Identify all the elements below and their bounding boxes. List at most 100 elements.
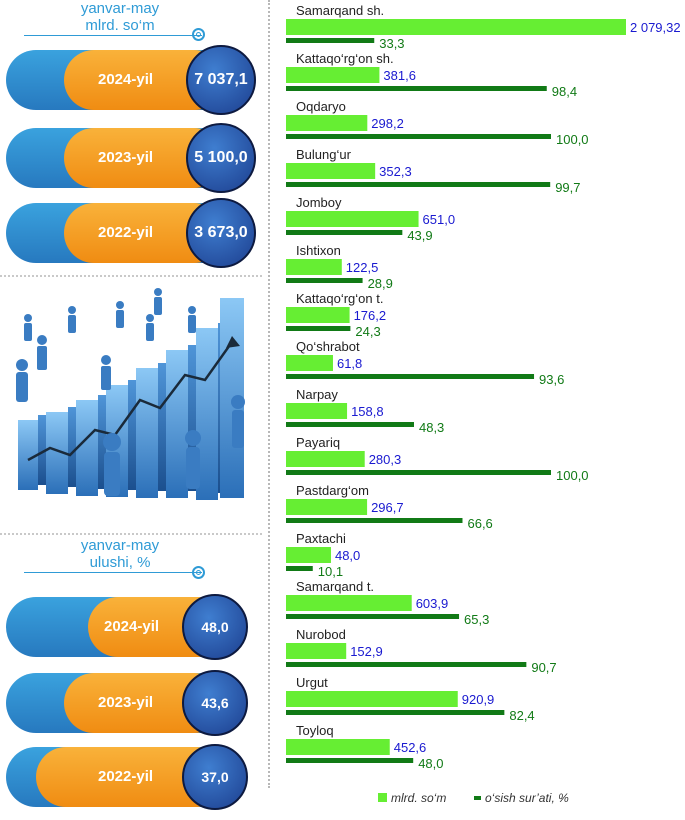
bar-growth — [286, 182, 551, 187]
bar-mlrd — [286, 403, 348, 419]
bar-mlrd — [286, 739, 390, 755]
bar-growth-label: 10,1 — [318, 564, 343, 579]
bar-growth — [286, 134, 551, 139]
business-people — [16, 288, 245, 496]
bar-mlrd — [286, 547, 331, 563]
bar-mlrd-label: 296,7 — [371, 500, 404, 515]
bar-growth — [286, 614, 460, 619]
bar-mlrd-label: 352,3 — [379, 164, 412, 179]
bar-growth-label: 100,0 — [556, 132, 589, 147]
target-icon — [192, 566, 205, 579]
legend-label-growth: o‘sish sur’ati, % — [485, 791, 569, 805]
category-label: Kattaqo‘rg‘on t. — [296, 291, 383, 306]
category-label: Samarqand t. — [296, 579, 374, 594]
bar-mlrd — [286, 595, 412, 611]
bottom-header: yanvar-may ulushi, % — [20, 537, 220, 571]
bar-mlrd-label: 381,6 — [383, 68, 416, 83]
bar-growth — [286, 374, 535, 379]
year-label: 2023-yil — [98, 149, 154, 166]
vertical-divider — [268, 0, 270, 788]
bar-mlrd-label: 603,9 — [416, 596, 449, 611]
bar-growth — [286, 518, 463, 523]
bar-mlrd-label: 651,0 — [423, 212, 456, 227]
bar-growth — [286, 230, 403, 235]
category-label: Toyloq — [296, 723, 334, 738]
category-label: Narpay — [296, 387, 338, 402]
bar-growth-label: 98,4 — [552, 84, 577, 99]
bar-growth — [286, 326, 351, 331]
top-row-2023: 2023-yil 5 100,0 — [6, 123, 262, 193]
bar-growth-label: 66,6 — [467, 516, 492, 531]
bar-mlrd — [286, 19, 626, 35]
bar-mlrd-label: 152,9 — [350, 644, 383, 659]
value-circle: 5 100,0 — [186, 123, 256, 193]
bar-mlrd-label: 61,8 — [337, 356, 362, 371]
bar-growth — [286, 470, 551, 475]
top-header-line2: mlrd. so‘m — [85, 17, 155, 34]
category-label: Urgut — [296, 675, 328, 690]
bar-growth — [286, 662, 527, 667]
section-divider — [0, 533, 262, 535]
bar-growth-label: 99,7 — [555, 180, 580, 195]
bar-mlrd — [286, 643, 347, 659]
target-icon — [192, 28, 205, 41]
bar-growth-label: 24,3 — [355, 324, 380, 339]
bar-mlrd — [286, 163, 376, 179]
bar-mlrd — [286, 259, 342, 275]
legend-label-mlrd: mlrd. so‘m — [391, 791, 446, 805]
bar-growth — [286, 278, 363, 283]
bar-growth-label: 65,3 — [464, 612, 489, 627]
category-label: Jomboy — [296, 195, 342, 210]
bar-growth-label: 43,9 — [407, 228, 432, 243]
bar-mlrd-label: 452,6 — [394, 740, 427, 755]
bottom-header-line2: ulushi, % — [89, 554, 151, 571]
value-circle: 7 037,1 — [186, 45, 256, 115]
bar-growth — [286, 566, 313, 571]
bar-blocks — [18, 298, 244, 500]
business-chart-illustration — [16, 288, 245, 500]
bar-mlrd-label: 158,8 — [351, 404, 384, 419]
bar-growth-label: 93,6 — [539, 372, 564, 387]
category-label: Qo‘shrabot — [296, 339, 360, 354]
year-label: 2022-yil — [98, 768, 154, 785]
bar-growth-label: 100,0 — [556, 468, 589, 483]
bar-growth-label: 48,0 — [418, 756, 443, 771]
bar-mlrd — [286, 211, 419, 227]
category-label: Samarqand sh. — [296, 3, 384, 18]
value-circle: 3 673,0 — [186, 198, 256, 268]
bar-growth — [286, 38, 375, 43]
bar-mlrd-label: 920,9 — [462, 692, 495, 707]
bar-mlrd-label: 122,5 — [346, 260, 379, 275]
bar-mlrd — [286, 115, 368, 131]
category-label: Bulung‘ur — [296, 147, 352, 162]
bottom-row-2022: 2022-yil 37,0 — [6, 742, 262, 812]
bar-mlrd — [286, 451, 365, 467]
bar-mlrd — [286, 691, 458, 707]
bar-mlrd-label: 176,2 — [354, 308, 387, 323]
bar-growth-label: 28,9 — [368, 276, 393, 291]
category-label: Payariq — [296, 435, 340, 450]
value-circle: 48,0 — [182, 594, 248, 660]
bottom-row-2024: 2024-yil 48,0 — [6, 592, 262, 662]
category-label: Ishtixon — [296, 243, 341, 258]
bar-mlrd-label: 48,0 — [335, 548, 360, 563]
bottom-header-line1: yanvar-may — [80, 537, 160, 554]
bottom-header-underline — [24, 572, 202, 573]
category-label: Nurobod — [296, 627, 346, 642]
top-row-2022: 2022-yil 3 673,0 — [6, 198, 262, 268]
top-header-underline — [24, 35, 202, 36]
year-label: 2023-yil — [98, 694, 154, 711]
bar-growth-label: 33,3 — [379, 36, 404, 51]
trend-arrow — [27, 341, 234, 462]
bar-growth-label: 90,7 — [531, 660, 556, 675]
top-header-line1: yanvar-may — [80, 0, 160, 17]
legend-swatch-growth — [474, 796, 481, 800]
bottom-row-2023: 2023-yil 43,6 — [6, 668, 262, 738]
bar-mlrd — [286, 67, 380, 83]
top-header: yanvar-may mlrd. so‘m — [20, 0, 220, 34]
year-label: 2024-yil — [104, 618, 160, 635]
bar-mlrd-label: 280,3 — [369, 452, 402, 467]
bar-mlrd-label: 2 079,32 — [630, 20, 681, 35]
